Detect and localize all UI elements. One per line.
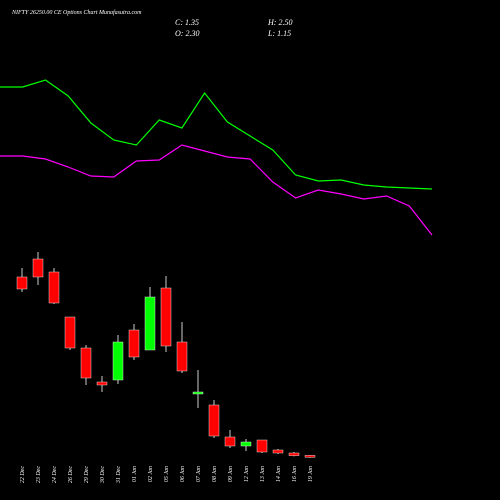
candle-body bbox=[272, 449, 284, 454]
indicator-line bbox=[0, 79, 433, 190]
x-tick-label: 23 Dec bbox=[36, 466, 42, 483]
x-tick-label: 12 Jan bbox=[244, 466, 250, 482]
candle-body bbox=[176, 341, 188, 372]
info-close: C: 1.35 bbox=[175, 18, 199, 27]
x-tick-label: 02 Jan bbox=[148, 466, 154, 482]
candle-body bbox=[32, 258, 44, 278]
x-tick-label: 06 Jan bbox=[180, 466, 186, 482]
x-tick-label: 07 Jan bbox=[196, 466, 202, 482]
candle-body bbox=[208, 404, 220, 437]
candle-body bbox=[192, 391, 204, 395]
candle-body bbox=[240, 441, 252, 447]
chart-title: NIFTY 26250.00 CE Options Chart Munafasu… bbox=[11, 9, 142, 16]
x-tick-label: 08 Jan bbox=[212, 466, 218, 482]
x-tick-label: 16 Jan bbox=[292, 466, 298, 482]
x-tick-label: 13 Jan bbox=[260, 466, 266, 482]
x-tick-label: 30 Dec bbox=[100, 466, 106, 484]
candle-body bbox=[112, 341, 124, 381]
x-tick-label: 24 Dec bbox=[51, 466, 58, 483]
x-tick-label: 05 Jan bbox=[164, 466, 170, 482]
candle-body bbox=[128, 329, 140, 358]
candle-body bbox=[48, 271, 60, 304]
x-tick-label: 26 Dec bbox=[68, 466, 74, 483]
candle-body bbox=[288, 452, 300, 456]
info-low: L: 1.15 bbox=[267, 29, 291, 38]
x-tick-label: 29 Dec bbox=[84, 466, 90, 483]
candle-body bbox=[144, 296, 156, 351]
candle-body bbox=[304, 455, 316, 458]
info-high: H: 2.50 bbox=[267, 18, 292, 27]
x-tick-label: 14 Jan bbox=[275, 466, 282, 482]
x-tick-label: 19 Jan bbox=[308, 466, 314, 482]
info-open: O: 2.30 bbox=[175, 29, 199, 38]
candle-body bbox=[256, 439, 268, 453]
candle-body bbox=[80, 347, 92, 379]
x-tick-label: 22 Dec bbox=[20, 466, 26, 483]
candle-body bbox=[160, 287, 172, 347]
candle-body bbox=[16, 276, 28, 290]
x-tick-label: 01 Jan bbox=[132, 466, 138, 482]
candle-body bbox=[224, 436, 236, 447]
candle-body bbox=[96, 381, 108, 386]
indicator-line bbox=[0, 144, 433, 236]
candle-body bbox=[64, 316, 76, 349]
x-tick-label: 31 Dec bbox=[116, 466, 122, 484]
x-tick-label: 09 Jan bbox=[228, 466, 234, 482]
